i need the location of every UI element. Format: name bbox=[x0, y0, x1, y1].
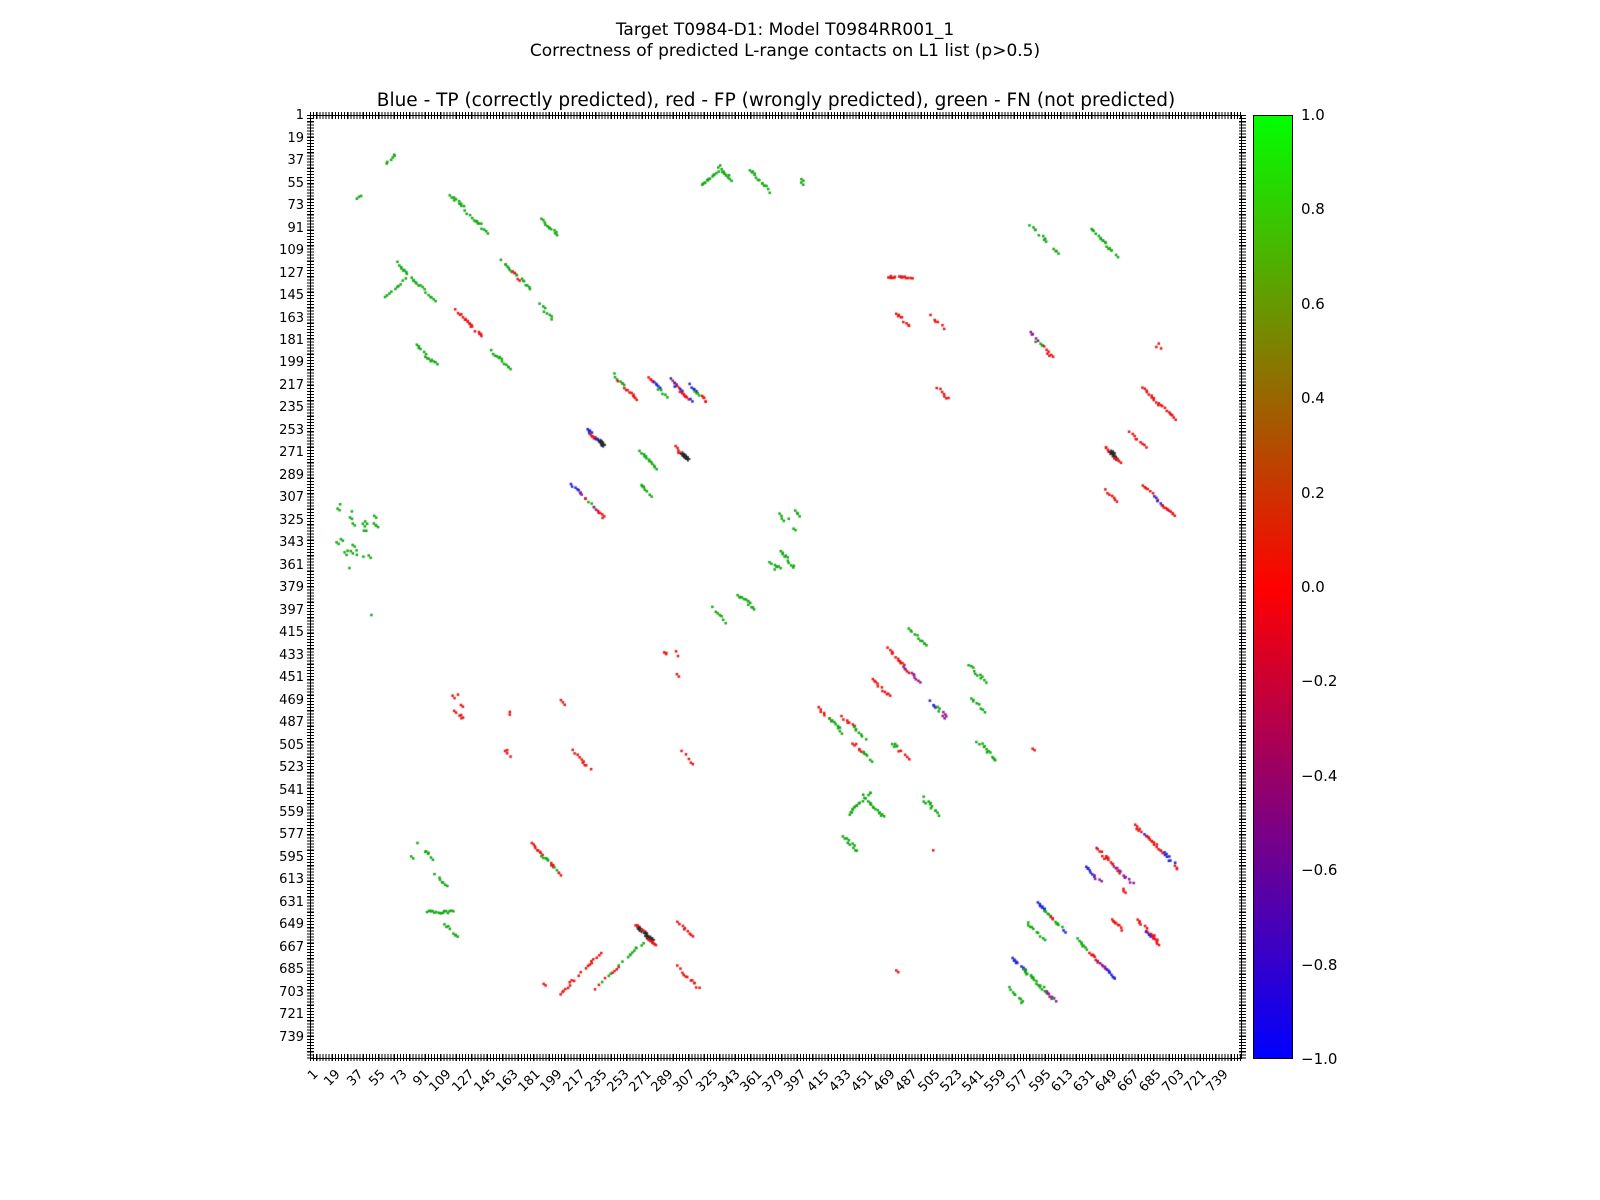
y-tick-label: 523 bbox=[279, 760, 304, 776]
y-tick-label: 469 bbox=[279, 692, 304, 708]
y-tick-label: 91 bbox=[287, 220, 304, 236]
y-tick-label: 721 bbox=[279, 1007, 304, 1023]
y-tick-label: 307 bbox=[279, 490, 304, 506]
y-tick-label: 73 bbox=[287, 198, 304, 214]
y-tick-label: 181 bbox=[279, 333, 304, 348]
y-tick-label: 1 bbox=[295, 108, 304, 124]
y-tick-label: 271 bbox=[279, 445, 304, 461]
y-tick-label: 253 bbox=[279, 422, 304, 438]
y-tick-label: 109 bbox=[279, 243, 304, 259]
y-tick-label: 379 bbox=[279, 580, 304, 596]
colorbar-tick-label: 0.0 bbox=[1301, 578, 1325, 596]
y-tick-label: 415 bbox=[279, 625, 304, 641]
y-tick-label: 541 bbox=[279, 782, 304, 798]
y-tick-label: 145 bbox=[279, 288, 304, 304]
colorbar-tick-label: 0.2 bbox=[1301, 483, 1325, 502]
y-tick-label: 343 bbox=[279, 535, 304, 551]
y-tick-label: 631 bbox=[279, 894, 304, 910]
y-tick-label: 289 bbox=[279, 467, 304, 483]
y-tick-label: 739 bbox=[279, 1029, 304, 1045]
y-tick-label: 127 bbox=[279, 265, 304, 281]
contact-map-canvas bbox=[310, 115, 1242, 1059]
axes-title-legend: Blue - TP (correctly predicted), red - F… bbox=[376, 90, 1176, 111]
colorbar-tick-label: 0.8 bbox=[1301, 200, 1325, 219]
y-tick-label: 559 bbox=[279, 805, 304, 820]
y-tick-label: 451 bbox=[279, 670, 304, 686]
y-tick-label: 703 bbox=[279, 984, 304, 1000]
colorbar-tick-label: −0.6 bbox=[1301, 861, 1338, 880]
y-tick-label: 361 bbox=[279, 557, 304, 573]
colorbar-tick-label: −0.8 bbox=[1301, 955, 1338, 974]
y-tick-label: 199 bbox=[279, 355, 304, 371]
colorbar-tick-label: 0.4 bbox=[1301, 389, 1325, 408]
y-tick-label: 667 bbox=[279, 939, 304, 955]
y-tick-label: 55 bbox=[287, 175, 304, 191]
axis-ticks-right bbox=[1239, 115, 1246, 1059]
colorbar-tick-label: 1.0 bbox=[1301, 106, 1325, 124]
colorbar-tick-label: 0.6 bbox=[1301, 294, 1325, 313]
y-tick-label: 217 bbox=[279, 377, 304, 393]
y-tick-label: 37 bbox=[287, 153, 304, 169]
colorbar-tick-label: −0.4 bbox=[1301, 766, 1338, 785]
colorbar bbox=[1253, 115, 1293, 1059]
y-tick-label: 595 bbox=[279, 849, 304, 865]
y-tick-label: 577 bbox=[279, 827, 304, 843]
y-tick-label: 649 bbox=[279, 917, 304, 933]
y-tick-label: 163 bbox=[279, 310, 304, 326]
y-tick-label: 613 bbox=[279, 872, 304, 888]
y-tick-label: 433 bbox=[279, 647, 304, 663]
y-tick-label: 397 bbox=[279, 602, 304, 618]
colorbar-tick-label: −1.0 bbox=[1301, 1050, 1338, 1068]
figure-title-line1: Target T0984-D1: Model T0984RR001_1 bbox=[615, 20, 955, 40]
colorbar-tick-label: −0.2 bbox=[1301, 672, 1338, 691]
y-tick-label: 19 bbox=[287, 130, 304, 146]
y-tick-label: 685 bbox=[279, 962, 304, 978]
y-tick-label: 235 bbox=[279, 400, 304, 416]
y-tick-label: 505 bbox=[279, 737, 304, 753]
figure-title-line2: Correctness of predicted L-range contact… bbox=[529, 41, 1041, 61]
y-tick-label: 325 bbox=[279, 512, 304, 528]
y-tick-label: 487 bbox=[279, 715, 304, 731]
